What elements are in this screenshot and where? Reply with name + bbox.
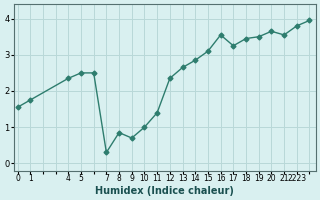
X-axis label: Humidex (Indice chaleur): Humidex (Indice chaleur) [95, 186, 234, 196]
